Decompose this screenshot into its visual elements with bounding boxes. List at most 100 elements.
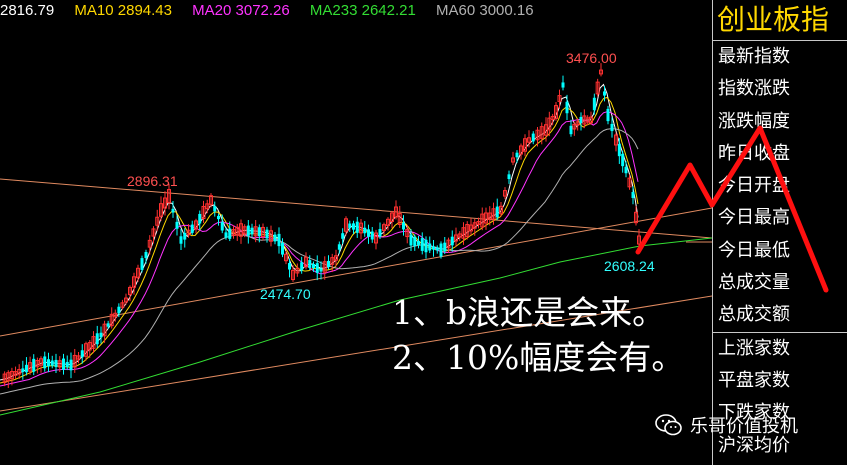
candle-body	[322, 261, 327, 273]
left-peak-label: 2896.31	[127, 173, 178, 189]
candle-body	[113, 312, 118, 318]
candle-body	[183, 232, 187, 240]
candle-body	[337, 244, 341, 250]
candle-body	[461, 227, 466, 239]
candle-body	[9, 371, 14, 380]
watermark: 乐哥价值投机	[654, 410, 798, 440]
candle-body	[136, 267, 140, 279]
panel-item-avg-price[interactable]: 沪深均价	[718, 434, 790, 456]
candle-body	[595, 81, 600, 95]
panel-item-low[interactable]: 今日最低	[718, 239, 790, 261]
candle-body	[120, 302, 125, 308]
candle-body	[277, 233, 281, 247]
candle-body	[235, 226, 240, 236]
candle-body	[6, 372, 11, 382]
candle-body	[213, 205, 217, 212]
candle-body	[209, 195, 213, 205]
candle-body	[315, 263, 319, 273]
candle-body	[295, 267, 300, 274]
candle-body	[621, 153, 625, 167]
candle-body	[99, 332, 103, 338]
candle-body	[439, 243, 443, 257]
candle-body	[35, 359, 40, 368]
wechat-icon	[655, 414, 682, 436]
panel-item-advancers[interactable]: 上涨家数	[713, 331, 847, 365]
candle-body	[363, 227, 367, 234]
candle-body	[117, 306, 121, 314]
panel-item-change[interactable]: 指数涨跌	[718, 78, 790, 100]
ma60-line	[0, 128, 639, 395]
panel-item-decliners[interactable]: 下跌家数	[718, 402, 790, 424]
panel-item-open[interactable]: 今日开盘	[718, 175, 790, 197]
candle-body	[147, 239, 152, 248]
candle-body	[394, 206, 398, 218]
note-line-2: 2、10%幅度会有。	[392, 338, 685, 377]
candle-body	[91, 336, 96, 349]
candle-body	[257, 227, 261, 237]
candle-body	[80, 350, 84, 358]
candle-body	[186, 229, 191, 236]
candle-body	[312, 264, 315, 268]
candle-body	[106, 323, 110, 327]
candle-body	[190, 224, 194, 233]
candle-body	[201, 205, 206, 220]
candle-body	[367, 229, 370, 237]
panel-item-prev-close[interactable]: 昨日收盘	[718, 142, 790, 164]
candle-body	[469, 224, 473, 232]
candle-body	[217, 215, 220, 220]
candle-body	[487, 212, 492, 220]
candle-body	[606, 108, 610, 122]
candle-body	[220, 221, 224, 231]
candle-body	[511, 157, 515, 163]
candle-body	[579, 116, 583, 124]
ma20-value: MA20 3072.26	[192, 2, 290, 19]
panel-item-change-pct[interactable]: 涨跌幅度	[718, 110, 790, 132]
candle-body	[87, 342, 92, 351]
candle-body	[159, 203, 163, 217]
panel-item-high[interactable]: 今日最高	[718, 207, 790, 229]
candle-body	[420, 238, 424, 251]
candle-body	[484, 212, 488, 224]
panel-item-unchanged[interactable]: 平盘家数	[718, 369, 790, 391]
candle-body	[402, 222, 405, 230]
candle-body	[140, 258, 144, 270]
candle-body	[284, 253, 288, 262]
moving-average-legend: 2816.79 MA10 2894.43 MA20 3072.26 MA233 …	[0, 0, 712, 22]
candles	[2, 63, 641, 389]
mid-low-label: 2474.70	[260, 286, 311, 302]
candle-body	[179, 236, 183, 244]
candle-body	[499, 205, 503, 215]
candle-body	[304, 256, 308, 268]
candle-body	[269, 230, 273, 242]
panel-item-latest[interactable]: 最新指数	[713, 40, 847, 73]
candle-body	[527, 137, 531, 143]
candle-body	[348, 223, 352, 228]
candle-body	[624, 166, 628, 174]
candle-body	[13, 371, 18, 376]
candle-body	[409, 234, 413, 246]
panel-item-turnover[interactable]: 总成交额	[718, 304, 790, 326]
ma20-line	[0, 111, 639, 387]
candle-body	[503, 190, 507, 197]
candle-body	[589, 116, 593, 124]
candle-body	[519, 145, 523, 155]
candle-body	[575, 121, 580, 126]
candle-body	[334, 255, 338, 261]
candle-body	[224, 232, 228, 238]
candlestick-chart[interactable]	[0, 0, 712, 465]
candle-body	[72, 354, 77, 368]
candle-body	[507, 174, 511, 180]
candle-body	[344, 218, 348, 232]
candle-body	[539, 126, 544, 139]
candle-body	[175, 221, 179, 229]
candle-body	[352, 223, 355, 230]
candle-body	[341, 233, 345, 239]
candle-body	[397, 213, 402, 225]
panel-item-volume[interactable]: 总成交量	[718, 272, 790, 294]
candle-body	[330, 257, 335, 265]
candle-body	[319, 268, 323, 272]
candle-body	[205, 203, 210, 210]
candle-body	[454, 234, 458, 242]
candle-body	[54, 359, 58, 368]
candle-body	[443, 242, 447, 252]
